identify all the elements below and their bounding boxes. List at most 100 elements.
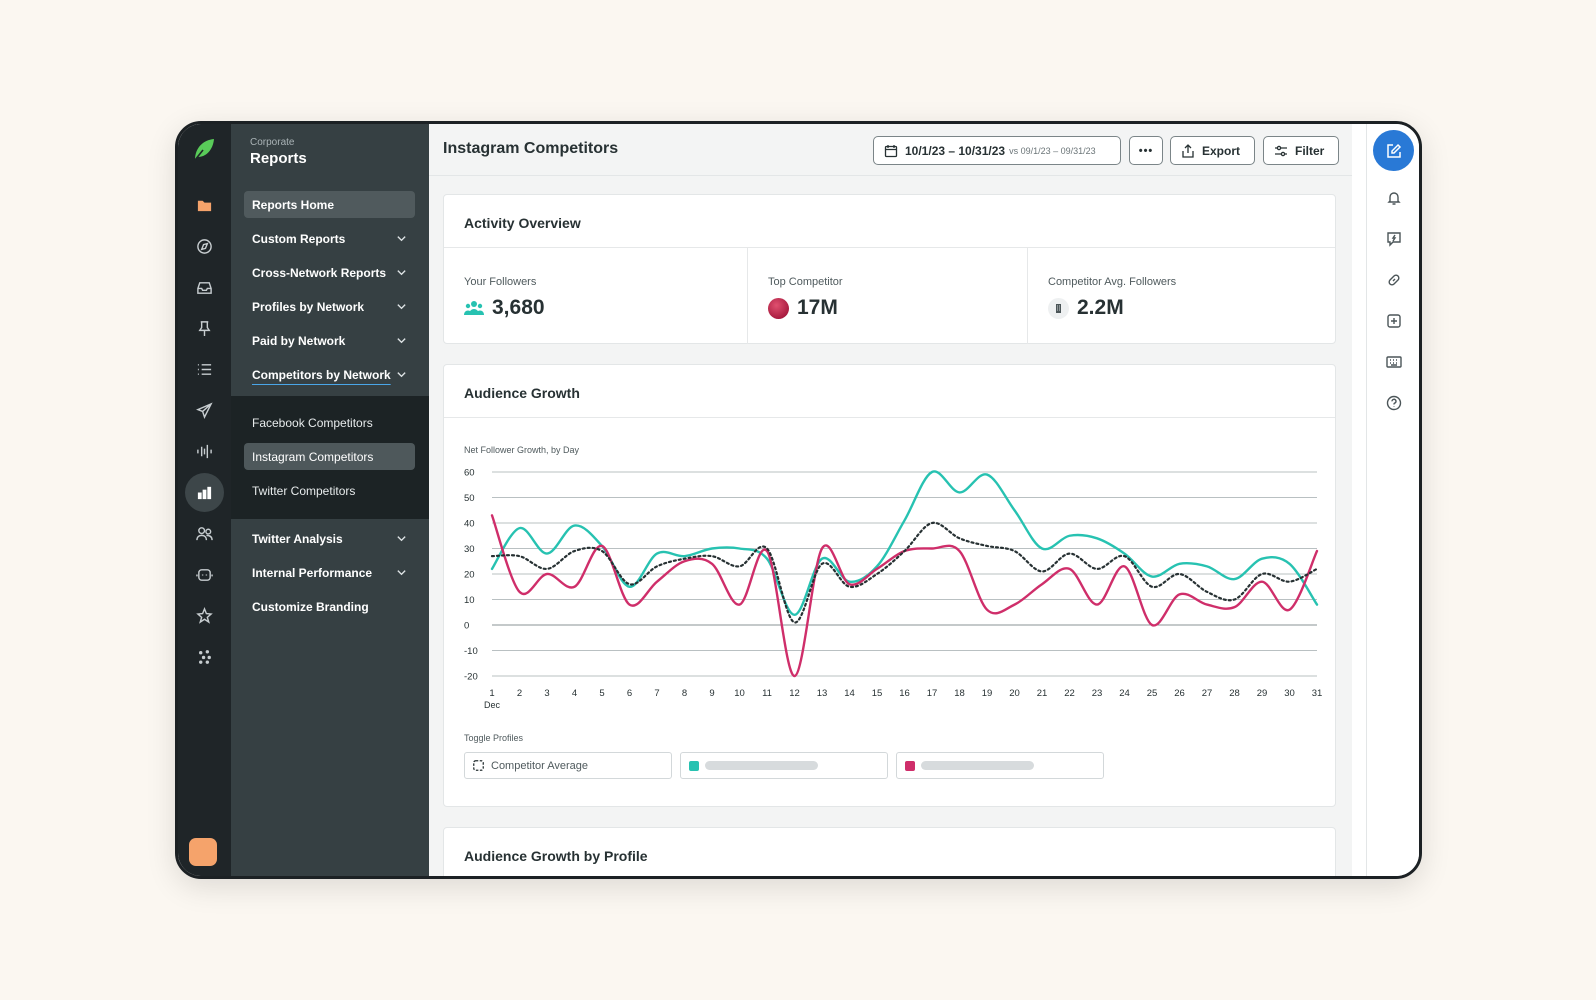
x-tick-label: 26 bbox=[1174, 688, 1185, 699]
x-tick-label: 18 bbox=[954, 688, 965, 699]
link-icon[interactable] bbox=[1380, 266, 1407, 293]
stat-value: 3,680 bbox=[492, 296, 545, 319]
y-tick-label: -10 bbox=[464, 646, 478, 657]
filter-icon bbox=[1275, 145, 1287, 156]
x-tick-label: 10 bbox=[734, 688, 745, 699]
reports-icon[interactable] bbox=[185, 473, 224, 512]
stat-label: Top Competitor bbox=[768, 276, 843, 288]
bot-icon[interactable] bbox=[185, 555, 224, 594]
send-icon[interactable] bbox=[185, 391, 224, 430]
export-button[interactable]: Export bbox=[1170, 136, 1255, 165]
chevron-down-icon bbox=[397, 536, 406, 542]
x-tick-label: 30 bbox=[1284, 688, 1295, 699]
x-tick-label: 15 bbox=[872, 688, 883, 699]
chart-subtitle: Net Follower Growth, by Day bbox=[464, 445, 580, 455]
y-tick-label: -20 bbox=[464, 672, 478, 683]
x-tick-label: 4 bbox=[572, 688, 577, 699]
main-content: Instagram Competitors 10/1/23 – 10/31/23… bbox=[429, 124, 1352, 876]
nav-sub-item-twitter-competitors[interactable]: Twitter Competitors bbox=[244, 477, 415, 504]
x-sublabel: Dec bbox=[484, 700, 501, 710]
date-range-picker[interactable]: 10/1/23 – 10/31/23 vs 09/1/23 – 09/31/23 bbox=[873, 136, 1121, 165]
reports-nav: Corporate Reports Reports Home Custom Re… bbox=[231, 124, 429, 876]
y-tick-label: 50 bbox=[464, 493, 475, 504]
chevron-down-icon bbox=[397, 270, 406, 276]
people-icon[interactable] bbox=[185, 514, 224, 553]
stat-value-row: 17M bbox=[768, 296, 838, 320]
divider bbox=[444, 247, 1335, 248]
compass-icon[interactable] bbox=[185, 227, 224, 266]
page-title: Instagram Competitors bbox=[443, 140, 619, 157]
calendar-icon bbox=[884, 144, 898, 157]
nav-sub-item-facebook-competitors[interactable]: Facebook Competitors bbox=[244, 409, 415, 436]
nav-item-cross-network-reports[interactable]: Cross-Network Reports bbox=[244, 259, 415, 286]
dashed-square-icon bbox=[473, 760, 484, 771]
apps-icon[interactable] bbox=[185, 637, 224, 676]
y-tick-label: 40 bbox=[464, 519, 475, 530]
x-tick-label: 22 bbox=[1064, 688, 1075, 699]
x-tick-label: 31 bbox=[1312, 688, 1323, 699]
x-tick-label: 1 bbox=[489, 688, 494, 699]
series-line-2 bbox=[490, 521, 1319, 624]
people-icon bbox=[464, 301, 484, 315]
x-tick-label: 25 bbox=[1147, 688, 1158, 699]
more-icon: ••• bbox=[1138, 144, 1154, 157]
nav-item-competitors-by-network[interactable]: Competitors by Network bbox=[244, 361, 415, 388]
toggle-competitor-average[interactable]: Competitor Average bbox=[464, 752, 672, 779]
star-icon[interactable] bbox=[185, 596, 224, 635]
list-icon[interactable] bbox=[185, 350, 224, 389]
bell-icon[interactable] bbox=[1380, 184, 1407, 211]
filter-label: Filter bbox=[1295, 143, 1325, 158]
filter-button[interactable]: Filter bbox=[1263, 136, 1339, 165]
x-tick-label: 9 bbox=[709, 688, 714, 699]
icon-rail bbox=[178, 124, 231, 876]
y-tick-label: 10 bbox=[464, 595, 475, 606]
pin-icon[interactable] bbox=[185, 309, 224, 348]
toggle-label: Toggle Profiles bbox=[464, 733, 524, 743]
toggle-profile-teal[interactable] bbox=[680, 752, 888, 779]
x-tick-label: 19 bbox=[982, 688, 993, 699]
toggle-label: Competitor Average bbox=[491, 759, 589, 772]
stat-value-row: 3,680 bbox=[464, 296, 545, 320]
nav-title: Reports bbox=[250, 150, 307, 167]
feedback-icon[interactable] bbox=[1380, 225, 1407, 252]
stat-value: 17M bbox=[797, 296, 838, 319]
add-task-icon[interactable] bbox=[1380, 307, 1407, 334]
nav-item-custom-reports[interactable]: Custom Reports bbox=[244, 225, 415, 252]
compare-range: vs 09/1/23 – 09/31/23 bbox=[1009, 145, 1096, 156]
stat-top-competitor: Top Competitor 17M bbox=[747, 248, 1027, 344]
page-header: Instagram Competitors 10/1/23 – 10/31/23… bbox=[429, 124, 1352, 176]
x-tick-label: 6 bbox=[627, 688, 632, 699]
compose-button[interactable] bbox=[1373, 130, 1414, 171]
toggle-profile-pink[interactable] bbox=[896, 752, 1104, 779]
user-avatar[interactable] bbox=[189, 838, 217, 866]
nav-item-customize-branding[interactable]: Customize Branding bbox=[244, 593, 415, 620]
nav-item-twitter-analysis[interactable]: Twitter Analysis bbox=[244, 525, 415, 552]
nav-item-paid-by-network[interactable]: Paid by Network bbox=[244, 327, 415, 354]
nav-item-profiles-by-network[interactable]: Profiles by Network bbox=[244, 293, 415, 320]
chevron-down-icon bbox=[397, 372, 406, 378]
help-icon[interactable] bbox=[1380, 389, 1407, 416]
listening-icon[interactable] bbox=[185, 432, 224, 471]
keyboard-icon[interactable] bbox=[1380, 348, 1407, 375]
nav-item-reports-home[interactable]: Reports Home bbox=[244, 191, 415, 218]
audience-growth-card: Audience Growth Net Follower Growth, by … bbox=[443, 364, 1336, 807]
right-rail bbox=[1366, 124, 1419, 876]
x-tick-label: 11 bbox=[762, 688, 772, 699]
more-options-button[interactable]: ••• bbox=[1129, 136, 1163, 165]
folder-icon[interactable] bbox=[185, 186, 224, 225]
nav-item-label: Customize Branding bbox=[252, 599, 369, 614]
y-tick-label: 0 bbox=[464, 621, 469, 632]
sprout-logo-icon[interactable] bbox=[189, 136, 217, 164]
chevron-down-icon bbox=[397, 338, 406, 344]
nav-item-internal-performance[interactable]: Internal Performance bbox=[244, 559, 415, 586]
nav-sub-item-instagram-competitors[interactable]: Instagram Competitors bbox=[244, 443, 415, 470]
date-range: 10/1/23 – 10/31/23 bbox=[905, 143, 1006, 158]
x-tick-label: 7 bbox=[654, 688, 659, 699]
nav-item-label: Cross-Network Reports bbox=[252, 265, 387, 280]
x-tick-label: 23 bbox=[1092, 688, 1103, 699]
audience-growth-by-profile-card: Audience Growth by Profile bbox=[443, 827, 1336, 876]
series-line-1 bbox=[490, 514, 1319, 678]
nav-item-label: Profiles by Network bbox=[252, 299, 365, 314]
inbox-icon[interactable] bbox=[185, 268, 224, 307]
compose-icon bbox=[1386, 143, 1401, 158]
